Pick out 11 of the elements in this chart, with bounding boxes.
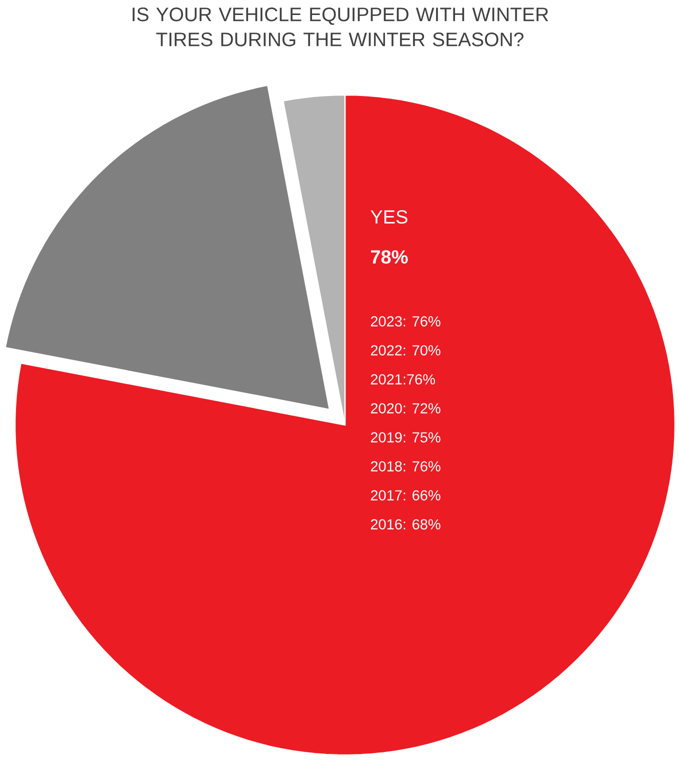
- text: 2022: 70%: [370, 345, 440, 356]
- data-label: 78%: [371, 250, 408, 264]
- chart-title: IS YOUR VEHICLE EQUIPPED WITH WINTER TIRES DURING THE WINTER SEASON?: [132, 8, 548, 46]
- text: 2019: 75%: [370, 432, 440, 442]
- text: 2021:76%: [370, 374, 435, 384]
- text: 2023: 76%: [370, 316, 440, 326]
- slice-label: YES: [370, 210, 408, 224]
- text: 2017: 66%: [370, 490, 440, 500]
- text: 2016: 68%: [370, 519, 440, 530]
- text: 2018: 76%: [370, 461, 440, 472]
- text: 2020: 72%: [370, 403, 440, 414]
